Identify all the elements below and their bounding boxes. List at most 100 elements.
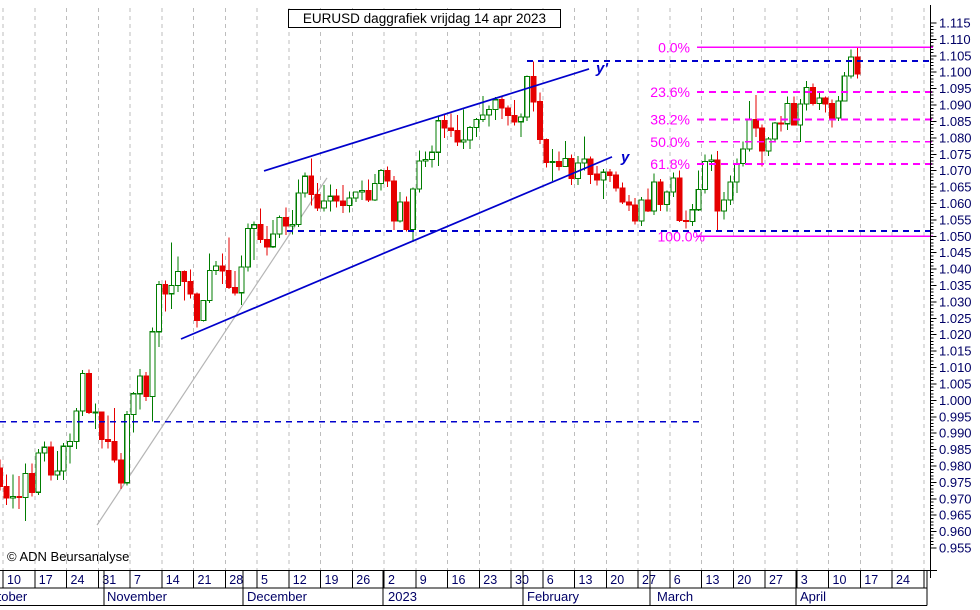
- candle: [536, 92, 543, 144]
- candle: [708, 154, 715, 171]
- price-tick-label: 1.015: [939, 344, 972, 359]
- candle-body: [854, 56, 861, 75]
- candle: [759, 124, 766, 167]
- price-tick-label: 1.035: [939, 278, 972, 293]
- candle-body: [428, 151, 435, 161]
- month-label: 2023: [388, 589, 417, 604]
- candle-body: [371, 182, 378, 201]
- candle-body: [835, 100, 842, 119]
- candle-body: [117, 459, 124, 484]
- candle: [682, 210, 689, 229]
- month-label: December: [247, 589, 308, 604]
- month-label: February: [527, 589, 580, 604]
- candle-body: [562, 157, 569, 167]
- week-label: 27: [769, 573, 783, 587]
- candle: [22, 463, 29, 522]
- price-tick-label: 1.075: [939, 147, 972, 162]
- candle-body: [606, 171, 613, 176]
- candle-body: [682, 219, 689, 223]
- lower-channel-line: [180, 156, 613, 340]
- candle: [562, 140, 569, 168]
- candle: [676, 170, 683, 223]
- candle: [143, 372, 150, 401]
- candle: [625, 194, 632, 212]
- trend-layer: [180, 68, 613, 340]
- week-label: 10: [833, 573, 847, 587]
- week-label: 3: [801, 573, 808, 587]
- candle-body: [28, 472, 35, 493]
- candle: [3, 474, 10, 506]
- candle: [321, 184, 327, 212]
- candle-body: [232, 286, 239, 294]
- candle-body: [124, 413, 131, 484]
- candle-body: [92, 411, 99, 414]
- candle-body: [340, 200, 346, 206]
- month-label: November: [107, 589, 168, 604]
- candle-body: [41, 446, 48, 454]
- month-label: March: [657, 589, 693, 604]
- candle-body: [79, 372, 86, 412]
- candle-body: [702, 160, 708, 190]
- candle: [600, 169, 607, 200]
- week-label: 23: [483, 573, 497, 587]
- candle: [714, 150, 721, 232]
- candle: [498, 95, 505, 119]
- candle: [346, 191, 353, 213]
- candle: [784, 96, 791, 130]
- candle-body: [473, 118, 480, 129]
- candle-body: [733, 162, 740, 183]
- candle-body: [409, 188, 416, 230]
- candle-body: [346, 197, 353, 206]
- candle: [441, 115, 448, 138]
- candle-body: [3, 486, 10, 499]
- candle: [314, 183, 321, 212]
- candle: [454, 114, 461, 147]
- candle: [409, 187, 416, 242]
- candle: [244, 223, 251, 272]
- candle: [555, 151, 562, 171]
- candle-body: [282, 217, 289, 227]
- price-tick-label: 1.020: [939, 327, 972, 342]
- upper-channel-line: [263, 68, 590, 172]
- candle: [86, 369, 93, 415]
- candle-body: [625, 201, 632, 206]
- candle-body: [270, 233, 277, 248]
- candle-body: [778, 122, 785, 125]
- price-tick-label: 1.090: [939, 98, 972, 113]
- candle: [403, 196, 410, 232]
- candle-body: [98, 411, 105, 440]
- fib-label: 0.0%: [658, 39, 690, 55]
- candle: [689, 203, 696, 226]
- candle-body: [543, 138, 550, 164]
- candle-body: [695, 188, 702, 211]
- candle-body: [460, 139, 467, 143]
- candle-body: [613, 174, 620, 189]
- price-tick-label: 1.045: [939, 245, 972, 260]
- candle: [149, 327, 156, 422]
- price-tick-label: 1.105: [939, 48, 972, 63]
- price-tick-label: 1.005: [939, 376, 972, 391]
- candle: [854, 47, 861, 79]
- price-tick-label: 1.025: [939, 311, 972, 326]
- candle-body: [263, 239, 270, 248]
- candle: [9, 474, 16, 509]
- candle: [155, 280, 162, 347]
- candle-body: [390, 180, 397, 222]
- candle: [295, 179, 302, 228]
- candle: [168, 242, 175, 309]
- price-tick-label: 0.970: [939, 491, 972, 506]
- price-tick-label: 1.060: [939, 196, 972, 211]
- candle: [663, 190, 670, 212]
- candle: [162, 280, 169, 312]
- candle: [549, 149, 556, 181]
- candle: [397, 191, 404, 223]
- candle-body: [803, 86, 810, 105]
- week-label: 21: [198, 573, 212, 587]
- price-tick-label: 1.070: [939, 163, 972, 178]
- candle: [613, 171, 620, 192]
- candle: [638, 196, 645, 226]
- week-label: 13: [706, 573, 720, 587]
- candle: [60, 443, 67, 480]
- candle-body: [822, 97, 829, 105]
- candle: [816, 92, 823, 110]
